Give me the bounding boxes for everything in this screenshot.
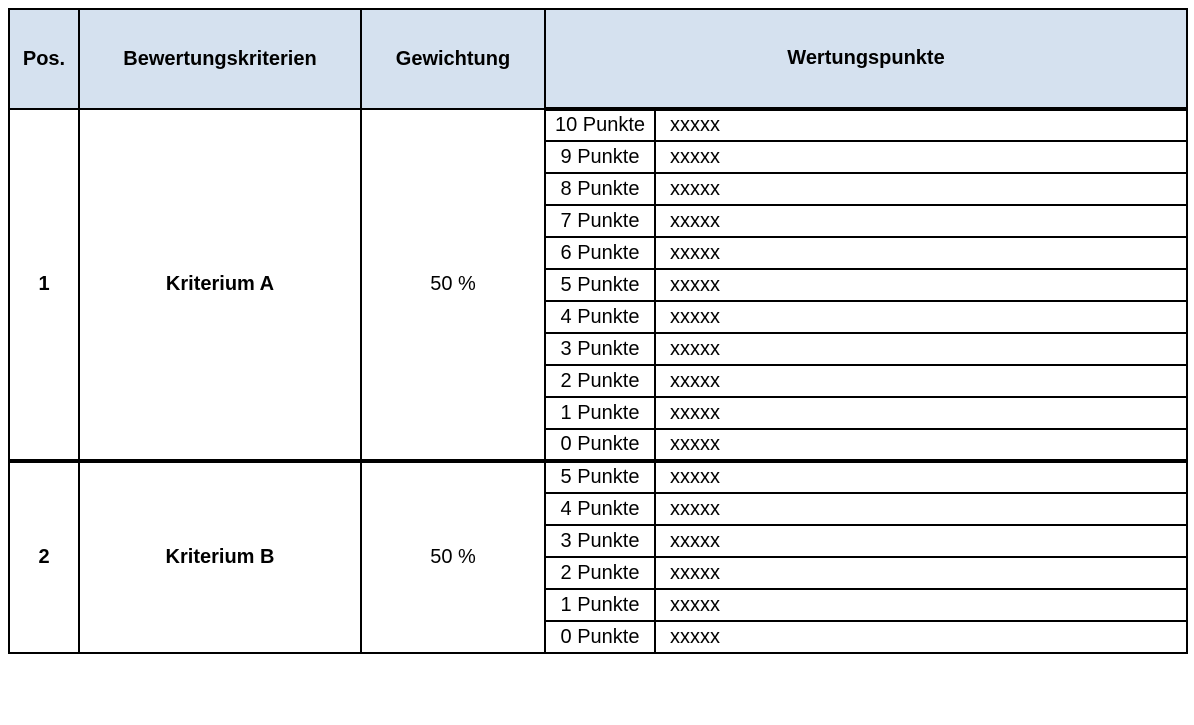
desc-cell: xxxxx <box>655 173 1187 205</box>
gewichtung-cell: 50 % <box>361 461 545 653</box>
punkte-cell: 2 Punkte <box>545 557 655 589</box>
desc-cell: xxxxx <box>655 333 1187 365</box>
punkte-cell: 3 Punkte <box>545 333 655 365</box>
punkte-cell: 0 Punkte <box>545 429 655 461</box>
punkte-cell: 9 Punkte <box>545 141 655 173</box>
table-header-row: Pos. Bewertungskriterien Gewichtung Wert… <box>9 9 1187 109</box>
desc-cell: xxxxx <box>655 525 1187 557</box>
table-body: 1 Kriterium A 50 % 10 Punkte xxxxx 9 Pun… <box>9 109 1187 653</box>
desc-cell: xxxxx <box>655 269 1187 301</box>
desc-cell: xxxxx <box>655 109 1187 141</box>
punkte-cell: 3 Punkte <box>545 525 655 557</box>
punkte-cell: 4 Punkte <box>545 493 655 525</box>
header-kriterium: Bewertungskriterien <box>79 9 361 109</box>
desc-cell: xxxxx <box>655 429 1187 461</box>
pos-cell: 2 <box>9 461 79 653</box>
table-row: 1 Kriterium A 50 % 10 Punkte xxxxx <box>9 109 1187 141</box>
header-pos: Pos. <box>9 9 79 109</box>
header-gewichtung: Gewichtung <box>361 9 545 109</box>
pos-cell: 1 <box>9 109 79 461</box>
kriterium-cell: Kriterium B <box>79 461 361 653</box>
desc-cell: xxxxx <box>655 301 1187 333</box>
desc-cell: xxxxx <box>655 141 1187 173</box>
punkte-cell: 7 Punkte <box>545 205 655 237</box>
header-wertungspunkte: Wertungspunkte <box>545 9 1187 109</box>
desc-cell: xxxxx <box>655 493 1187 525</box>
desc-cell: xxxxx <box>655 237 1187 269</box>
desc-cell: xxxxx <box>655 205 1187 237</box>
bewertung-table: Pos. Bewertungskriterien Gewichtung Wert… <box>8 8 1188 654</box>
desc-cell: xxxxx <box>655 397 1187 429</box>
desc-cell: xxxxx <box>655 461 1187 493</box>
kriterium-cell: Kriterium A <box>79 109 361 461</box>
punkte-cell: 5 Punkte <box>545 461 655 493</box>
desc-cell: xxxxx <box>655 621 1187 653</box>
desc-cell: xxxxx <box>655 557 1187 589</box>
punkte-cell: 8 Punkte <box>545 173 655 205</box>
punkte-cell: 1 Punkte <box>545 589 655 621</box>
punkte-cell: 10 Punkte <box>545 109 655 141</box>
punkte-cell: 4 Punkte <box>545 301 655 333</box>
table-row: 2 Kriterium B 50 % 5 Punkte xxxxx <box>9 461 1187 493</box>
punkte-cell: 0 Punkte <box>545 621 655 653</box>
desc-cell: xxxxx <box>655 589 1187 621</box>
desc-cell: xxxxx <box>655 365 1187 397</box>
punkte-cell: 1 Punkte <box>545 397 655 429</box>
punkte-cell: 6 Punkte <box>545 237 655 269</box>
punkte-cell: 5 Punkte <box>545 269 655 301</box>
gewichtung-cell: 50 % <box>361 109 545 461</box>
punkte-cell: 2 Punkte <box>545 365 655 397</box>
